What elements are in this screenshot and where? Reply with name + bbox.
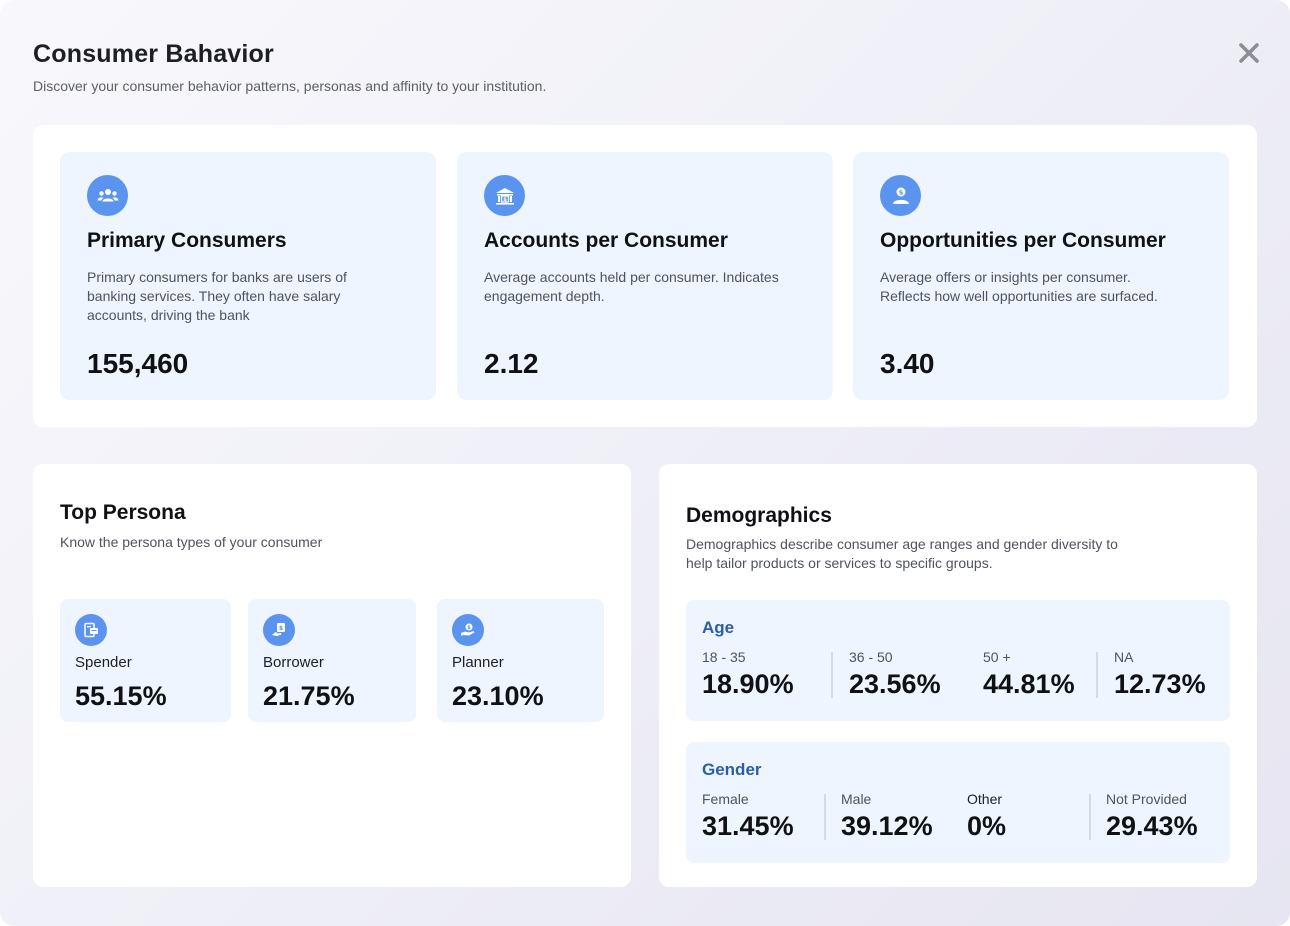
stat-title: Primary Consumers xyxy=(87,229,287,252)
document-card-icon xyxy=(75,614,107,646)
age-metric: 50 + 44.81% xyxy=(983,649,1075,700)
age-metric: 36 - 50 23.56% xyxy=(849,649,941,700)
top-persona-card: Top Persona Know the persona types of yo… xyxy=(33,464,631,887)
metric-label: Not Provided xyxy=(1106,791,1187,807)
page-subtitle: Discover your consumer behavior patterns… xyxy=(33,78,547,94)
age-box: Age 18 - 35 18.90% 36 - 50 23.56% 50 + 4… xyxy=(686,600,1230,721)
stat-value: 3.40 xyxy=(880,348,935,379)
persona-label: Planner xyxy=(452,654,504,671)
gender-label: Gender xyxy=(702,760,762,779)
demographics-card: Demographics Demographics describe consu… xyxy=(659,464,1257,887)
metric-label: Male xyxy=(841,791,872,807)
persona-planner: $ Planner 23.10% xyxy=(437,599,604,722)
metric-value: 12.73% xyxy=(1114,669,1206,699)
metric-label: Female xyxy=(702,791,749,807)
section-description: Know the persona types of your consumer xyxy=(60,534,323,550)
gender-metric: Other 0% xyxy=(967,791,1006,842)
gender-metric: Not Provided 29.43% xyxy=(1106,791,1198,842)
svg-text:$: $ xyxy=(503,197,507,203)
stat-primary-consumers: Primary Consumers Primary consumers for … xyxy=(60,152,436,400)
stat-opportunities-per-consumer: $ Opportunities per Consumer Average off… xyxy=(853,152,1229,400)
svg-text:$: $ xyxy=(279,625,283,632)
bank-building-icon: $ xyxy=(484,175,525,216)
gender-box: Gender Female 31.45% Male 39.12% Other 0… xyxy=(686,742,1230,863)
stat-title: Opportunities per Consumer xyxy=(880,229,1166,252)
divider xyxy=(1096,652,1098,698)
gender-metric: Male 39.12% xyxy=(841,791,933,842)
persona-borrower: $ Borrower 21.75% xyxy=(248,599,416,722)
page-title: Consumer Bahavior xyxy=(33,40,274,68)
persona-label: Borrower xyxy=(263,654,324,671)
divider xyxy=(831,652,833,698)
age-label: Age xyxy=(702,618,735,637)
divider xyxy=(1089,794,1091,840)
persona-spender: Spender 55.15% xyxy=(60,599,231,722)
stat-accounts-per-consumer: $ Accounts per Consumer Average accounts… xyxy=(457,152,833,400)
section-description: Demographics describe consumer age range… xyxy=(686,536,1118,571)
metric-label: 50 + xyxy=(983,649,1011,665)
metric-label: 18 - 35 xyxy=(702,649,746,665)
persona-value: 55.15% xyxy=(75,681,167,711)
metric-value: 39.12% xyxy=(841,811,933,841)
section-title: Top Persona xyxy=(60,501,186,524)
metric-value: 0% xyxy=(967,811,1007,841)
persona-value: 23.10% xyxy=(452,681,544,711)
stat-title: Accounts per Consumer xyxy=(484,229,728,252)
metric-value: 29.43% xyxy=(1106,811,1198,841)
gender-metric: Female 31.45% xyxy=(702,791,794,842)
persona-label: Spender xyxy=(75,654,132,671)
close-button[interactable] xyxy=(1234,38,1264,68)
metric-label: Other xyxy=(967,791,1003,807)
user-dollar-icon: $ xyxy=(880,175,921,216)
metric-value: 23.56% xyxy=(849,669,941,699)
stat-value: 155,460 xyxy=(87,348,189,379)
stat-value: 2.12 xyxy=(484,348,539,379)
age-metric: 18 - 35 18.90% xyxy=(702,649,794,700)
stat-description: Average offers or insights per consumer.… xyxy=(880,269,1158,304)
svg-text:$: $ xyxy=(467,625,471,631)
section-title: Demographics xyxy=(686,504,832,527)
hand-coin-icon: $ xyxy=(452,614,484,646)
metric-label: NA xyxy=(1114,649,1134,665)
divider xyxy=(824,794,826,840)
age-metric: NA 12.73% xyxy=(1114,649,1206,700)
close-icon xyxy=(1239,43,1259,63)
people-group-icon xyxy=(87,175,128,216)
persona-value: 21.75% xyxy=(263,681,355,711)
summary-stats-card: Primary Consumers Primary consumers for … xyxy=(33,125,1257,427)
metric-value: 31.45% xyxy=(702,811,794,841)
stat-description: Primary consumers for banks are users of… xyxy=(87,269,347,323)
loan-document-icon: $ xyxy=(263,614,295,646)
metric-value: 18.90% xyxy=(702,669,794,699)
metric-value: 44.81% xyxy=(983,669,1075,699)
svg-text:$: $ xyxy=(898,188,903,196)
stat-description: Average accounts held per consumer. Indi… xyxy=(484,269,779,304)
metric-label: 36 - 50 xyxy=(849,649,893,665)
